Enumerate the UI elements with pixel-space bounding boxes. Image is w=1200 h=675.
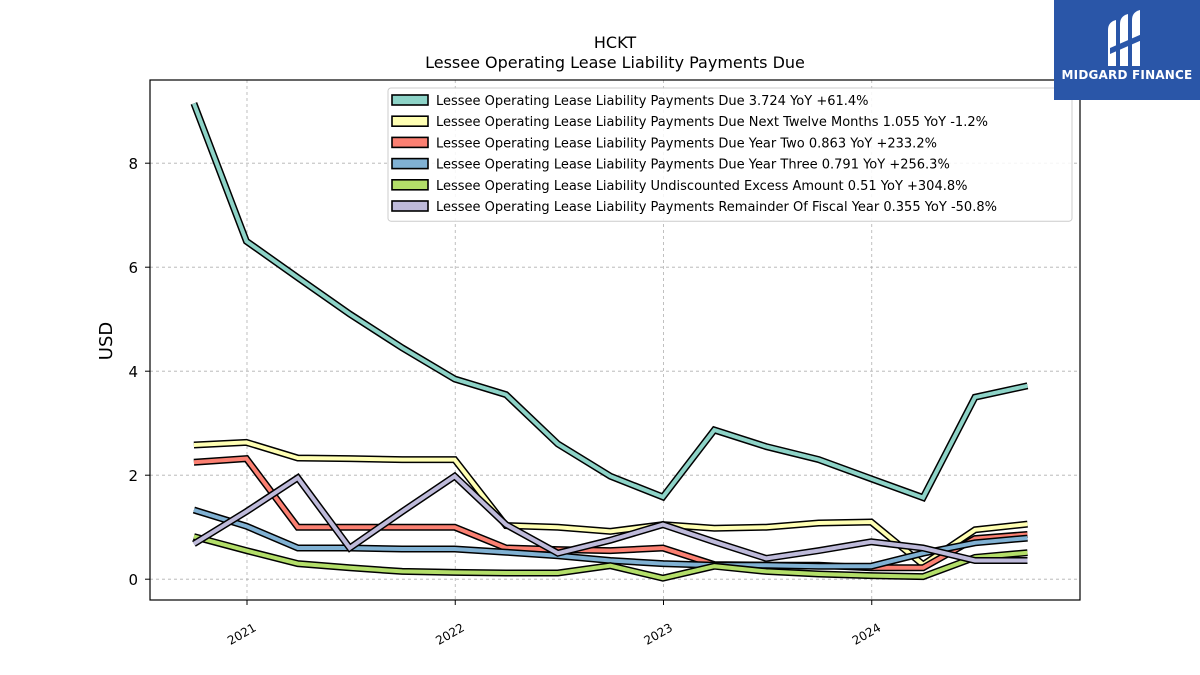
chart-subtitle: Lessee Operating Lease Liability Payment… bbox=[425, 53, 805, 72]
y-tick-label: 0 bbox=[128, 571, 138, 589]
y-tick-label: 4 bbox=[128, 363, 138, 381]
legend-label: Lessee Operating Lease Liability Payment… bbox=[436, 158, 950, 173]
legend-label: Lessee Operating Lease Liability Payment… bbox=[436, 200, 997, 215]
legend-swatch bbox=[391, 94, 429, 106]
legend: Lessee Operating Lease Liability Payment… bbox=[387, 87, 1073, 222]
legend-label: Lessee Operating Lease Liability Undisco… bbox=[436, 179, 967, 194]
legend-swatch bbox=[391, 157, 429, 170]
series-line-1 bbox=[193, 440, 1028, 568]
y-tick-label: 2 bbox=[128, 467, 138, 485]
series-line-0 bbox=[192, 102, 1028, 501]
y-tick-label: 6 bbox=[128, 259, 138, 277]
chart-title: HCKT bbox=[594, 33, 636, 52]
series-line-4 bbox=[193, 534, 1028, 581]
x-tick-label: 2021 bbox=[225, 620, 258, 647]
legend-swatch bbox=[391, 200, 429, 212]
legend-box bbox=[387, 87, 1073, 222]
x-tick-label: 2024 bbox=[850, 620, 883, 647]
legend-label: Lessee Operating Lease Liability Payment… bbox=[436, 115, 988, 130]
series-line-3 bbox=[193, 508, 1028, 569]
x-tick-label: 2023 bbox=[642, 620, 675, 647]
y-axis-label: USD bbox=[96, 322, 117, 360]
brand-logo: MIDGARD FINANCE bbox=[1054, 0, 1200, 100]
legend-swatch bbox=[391, 136, 429, 149]
series-line-5 bbox=[192, 473, 1028, 563]
brand-name: MIDGARD FINANCE bbox=[1061, 68, 1193, 82]
legend-swatch bbox=[391, 115, 429, 127]
legend-swatch bbox=[391, 179, 429, 191]
legend-label: Lessee Operating Lease Liability Payment… bbox=[436, 94, 869, 109]
plot-frame bbox=[149, 79, 1081, 601]
y-tick-label: 8 bbox=[128, 155, 138, 173]
x-tick-label: 2022 bbox=[433, 620, 466, 647]
midgard-logo-icon bbox=[1108, 10, 1142, 66]
series-lines bbox=[190, 102, 1029, 582]
legend-label: Lessee Operating Lease Liability Payment… bbox=[436, 136, 937, 151]
